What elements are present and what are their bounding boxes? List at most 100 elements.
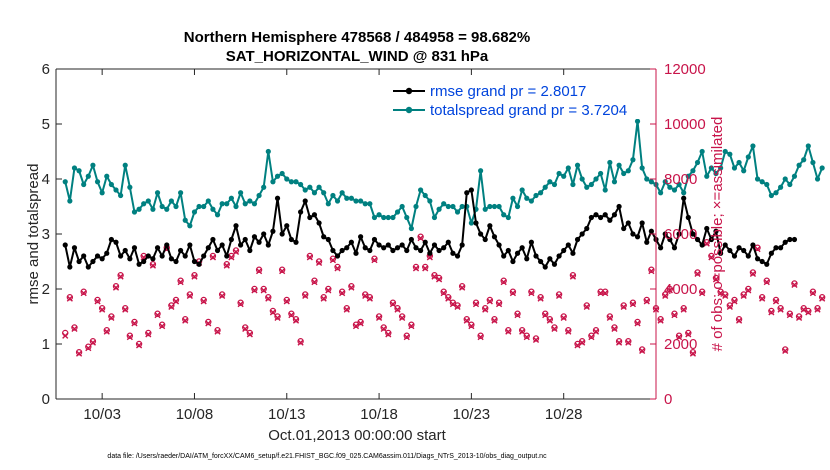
series-point-totalspread — [671, 187, 678, 193]
series-point-rmse — [418, 247, 424, 254]
series-point-rmse — [662, 231, 668, 237]
series-point-totalspread — [764, 181, 770, 188]
obs-possible-point — [703, 239, 710, 246]
obs-possible-point — [745, 285, 752, 293]
obs-assimilated-point — [800, 306, 807, 313]
obs-assimilated-point — [205, 320, 212, 327]
obs-possible-point — [634, 318, 641, 326]
obs-assimilated-point — [472, 301, 480, 308]
series-point-rmse — [205, 245, 211, 251]
obs-assimilated-point — [560, 314, 567, 321]
obs-possible-point — [546, 316, 554, 323]
obs-assimilated-point — [85, 345, 92, 352]
series-point-rmse — [385, 242, 391, 248]
series-point-totalspread — [422, 192, 428, 199]
obs-assimilated-point — [265, 295, 272, 302]
series-point-rmse — [284, 223, 290, 229]
series-point-totalspread — [736, 159, 742, 166]
obs-assimilated-point — [219, 292, 226, 299]
series-point-totalspread — [796, 162, 802, 168]
x-tick-label: 10/13 — [268, 406, 306, 423]
obs-assimilated-point — [191, 273, 198, 280]
obs-assimilated-point — [371, 257, 378, 264]
series-point-rmse — [348, 239, 354, 245]
obs-possible-point — [80, 288, 87, 295]
obs-possible-point — [385, 329, 392, 337]
obs-possible-point — [302, 291, 309, 298]
obs-assimilated-point — [352, 323, 360, 330]
series-point-totalspread — [353, 198, 359, 204]
series-point-rmse — [71, 245, 78, 251]
obs-possible-point — [85, 343, 92, 350]
y-tick-right-label: 12000 — [664, 61, 706, 78]
series-point-rmse — [422, 239, 428, 245]
series-point-totalspread — [514, 203, 521, 210]
series-point-totalspread — [801, 157, 807, 163]
series-point-totalspread — [602, 187, 608, 193]
obs-assimilated-point — [279, 268, 286, 275]
obs-possible-point — [583, 302, 590, 309]
series-point-totalspread — [418, 187, 424, 193]
series-point-totalspread — [478, 168, 484, 174]
series-point-totalspread — [159, 203, 165, 210]
obs-assimilated-point — [242, 325, 249, 332]
obs-possible-point — [638, 346, 646, 353]
series-point-totalspread — [616, 162, 622, 168]
series-point-totalspread — [90, 162, 96, 168]
series-point-totalspread — [454, 209, 461, 215]
series-point-rmse — [588, 214, 594, 221]
series-point-totalspread — [718, 165, 724, 171]
series-point-totalspread — [173, 203, 179, 210]
obs-assimilated-point — [75, 350, 83, 357]
obs-possible-point — [606, 313, 614, 320]
obs-possible-point — [398, 313, 406, 320]
series-point-rmse — [76, 258, 82, 265]
obs-assimilated-point — [283, 298, 290, 305]
obs-assimilated-point — [306, 254, 313, 261]
series-point-rmse — [298, 209, 304, 215]
series-point-rmse — [487, 223, 493, 229]
series-point-rmse — [85, 264, 91, 270]
obs-assimilated-point — [177, 279, 184, 286]
x-axis-label: Oct.01,2013 00:00:00 start — [268, 427, 446, 444]
series-point-totalspread — [104, 173, 110, 179]
obs-assimilated-point — [625, 339, 632, 346]
obs-assimilated-point — [255, 268, 263, 275]
series-point-rmse — [233, 223, 239, 229]
series-point-totalspread — [791, 173, 798, 179]
series-point-rmse — [547, 256, 553, 262]
series-point-totalspread — [468, 220, 474, 226]
obs-assimilated-point — [523, 334, 530, 341]
series-point-rmse — [708, 236, 714, 243]
obs-assimilated-point — [694, 270, 701, 277]
obs-assimilated-point — [412, 265, 420, 272]
series-point-totalspread — [436, 206, 442, 212]
obs-assimilated-point — [62, 332, 69, 339]
obs-possible-point — [735, 316, 743, 323]
obs-possible-point — [265, 294, 272, 301]
series-point-rmse — [90, 258, 96, 265]
obs-assimilated-point — [431, 273, 438, 280]
obs-assimilated-point — [339, 290, 346, 297]
obs-possible-point — [380, 324, 387, 331]
obs-assimilated-point — [814, 306, 821, 313]
obs-assimilated-point — [574, 342, 581, 349]
obs-possible-point — [149, 261, 157, 268]
obs-possible-point — [389, 299, 397, 306]
obs-possible-point — [357, 318, 364, 326]
series-point-totalspread — [648, 179, 654, 185]
obs-assimilated-point — [362, 292, 369, 299]
obs-assimilated-point — [145, 331, 152, 338]
obs-assimilated-point — [454, 303, 461, 310]
obs-possible-point — [145, 329, 152, 337]
series-point-rmse — [168, 256, 174, 262]
series-point-totalspread — [67, 198, 73, 204]
obs-assimilated-point — [555, 292, 563, 299]
series-point-rmse — [339, 247, 345, 254]
y-ticks: 0 1 2 3 4 5 6 — [42, 61, 62, 408]
obs-assimilated-point — [712, 276, 720, 283]
obs-assimilated-point — [112, 284, 120, 291]
series-point-totalspread — [71, 165, 78, 171]
series-point-rmse — [67, 264, 73, 270]
series-point-rmse — [625, 220, 631, 226]
